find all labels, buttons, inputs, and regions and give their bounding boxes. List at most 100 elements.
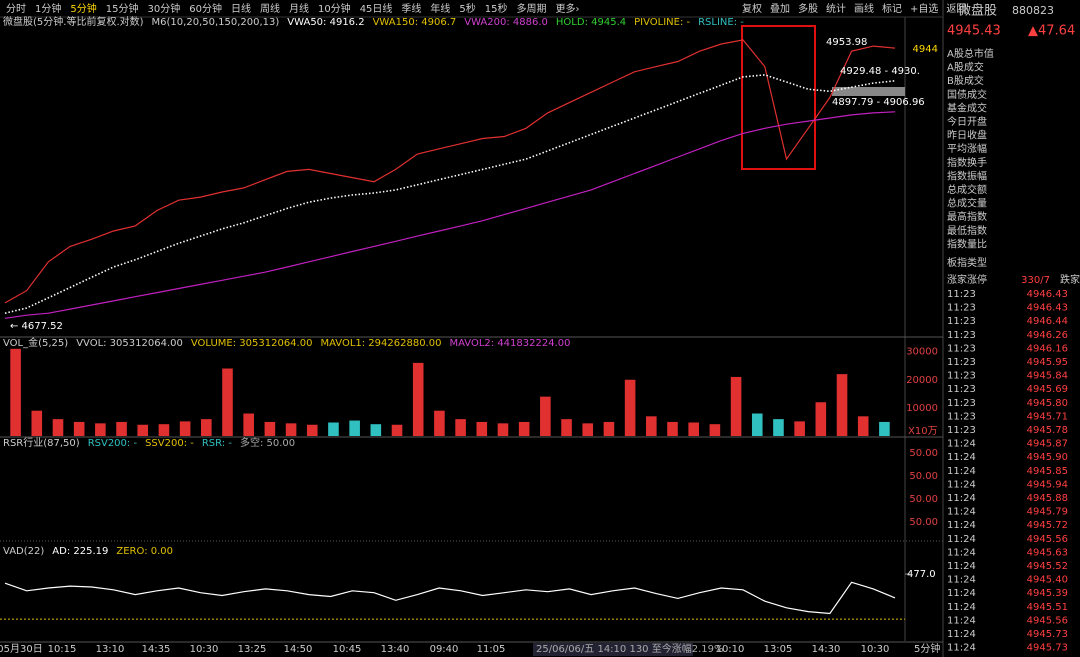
toolbar-button[interactable]: 返回	[946, 3, 966, 15]
tick-price: 4945.87	[1027, 439, 1068, 450]
volume-bar	[264, 421, 276, 436]
time-label: 14:50	[284, 644, 313, 655]
indicator-header: PIVOLINE: -	[634, 17, 690, 28]
tick-time: 11:23	[947, 425, 976, 436]
toolbar-button[interactable]: 复权	[742, 2, 762, 15]
highlight-box	[741, 25, 816, 170]
tick-price: 4945.79	[1027, 507, 1068, 518]
volume-bar	[328, 422, 339, 436]
tick-price: 4945.85	[1027, 466, 1068, 477]
tick-time: 11:23	[947, 343, 976, 354]
indicator-header: VAD(22)	[3, 546, 44, 557]
toolbar-tab[interactable]: 季线	[401, 2, 421, 15]
toolbar-tab[interactable]: 分时	[6, 3, 26, 15]
toolbar-tab[interactable]: 日线	[231, 2, 251, 15]
tick-time: 11:24	[947, 643, 976, 654]
tick-time: 11:23	[947, 357, 976, 368]
toolbar-button[interactable]: 多股	[798, 2, 818, 15]
volume-bar	[794, 421, 805, 436]
volume-bar	[243, 413, 254, 436]
field-label: 指数振幅	[947, 169, 987, 182]
indicator-header: SSV200: -	[145, 438, 194, 449]
indicator-header: RSLINE: -	[698, 17, 744, 28]
volume-bar	[455, 419, 466, 436]
time-label: 13:40	[381, 644, 410, 655]
tick-time: 11:24	[947, 439, 976, 450]
volume-bar	[434, 410, 445, 436]
toolbar-tab[interactable]: 月线	[289, 2, 309, 15]
period-label: 5分钟	[914, 642, 940, 655]
volume-bar	[646, 416, 657, 436]
field-label: A股成交	[947, 61, 984, 74]
toolbar-button[interactable]: +自选	[910, 2, 938, 15]
toolbar-button[interactable]: 标记	[882, 3, 902, 15]
tick-time: 11:24	[947, 561, 976, 572]
tick-price: 4945.56	[1027, 615, 1068, 626]
toolbar-tab[interactable]: 5分钟	[70, 2, 96, 15]
volume-bar	[222, 368, 233, 436]
tick-price: 4945.72	[1027, 520, 1068, 531]
volume-bar	[561, 419, 572, 436]
volume-bar	[391, 424, 403, 436]
price-annotation: 4929.48 - 4930.	[840, 66, 920, 77]
toolbar-tab[interactable]: 15分钟	[106, 2, 139, 15]
cursor-box	[533, 643, 693, 656]
toolbar-tab[interactable]: 10分钟	[318, 2, 351, 15]
toolbar-tab[interactable]: 30分钟	[147, 2, 180, 15]
time-label: 10:30	[861, 644, 890, 655]
tick-time: 11:24	[947, 466, 976, 477]
toolbar-tab[interactable]: 45日线	[360, 2, 393, 15]
field-label: 指数换手	[947, 156, 987, 169]
toolbar-tab[interactable]: 周线	[260, 2, 280, 15]
tick-price: 4945.94	[1027, 479, 1068, 490]
toolbar-tab[interactable]: 1分钟	[35, 2, 61, 15]
panel-change: ▲47.64	[1028, 24, 1075, 39]
tick-time: 11:24	[947, 575, 976, 586]
tick-time: 11:23	[947, 398, 976, 409]
volume-bar	[497, 423, 509, 436]
volume-bar	[201, 419, 212, 436]
toolbar-tab[interactable]: 15秒	[485, 2, 508, 15]
y-tick-label: 50.00	[909, 448, 938, 459]
tick-time: 11:23	[947, 316, 976, 327]
toolbar-tab[interactable]: 年线	[430, 2, 450, 15]
indicator-header: VOLUME: 305312064.00	[191, 338, 313, 349]
volume-bar	[751, 413, 763, 436]
toolbar-button[interactable]: 统计	[826, 2, 846, 15]
tick-time: 11:24	[947, 629, 976, 640]
tick-price: 4945.90	[1027, 452, 1068, 463]
toolbar-tab[interactable]: 5秒	[459, 2, 475, 15]
price-annotation: ← 4677.52	[10, 321, 63, 332]
toolbar-button[interactable]: 画线	[854, 2, 874, 15]
indicator-header: VVOL: 305312064.00	[76, 338, 183, 349]
volume-bar	[836, 374, 848, 436]
toolbar-button[interactable]: 叠加	[770, 3, 790, 15]
field-value: 330/7	[1021, 275, 1050, 286]
volume-bar	[52, 419, 64, 436]
tick-price: 4945.84	[1027, 371, 1068, 382]
toolbar-tab[interactable]: 更多›	[556, 2, 580, 15]
panel-price: 4945.43	[947, 24, 1001, 39]
indicator-header: RSV200: -	[88, 438, 138, 449]
indicator-header: RSR行业(87,50)	[3, 436, 80, 449]
field-label: 基金成交	[947, 101, 987, 114]
field-label: 最高指数	[947, 210, 987, 223]
field-label: 昨日收盘	[947, 129, 987, 142]
field-label: A股总市值	[947, 47, 994, 60]
indicator-header: MAVOL2: 441832224.00	[449, 338, 570, 349]
tick-time: 11:24	[947, 520, 976, 531]
indicator-header: ZERO: 0.00	[116, 546, 173, 557]
time-label: 14:30	[812, 644, 841, 655]
volume-bar	[540, 396, 551, 436]
tick-price: 4945.52	[1027, 561, 1068, 572]
y-tick-label: 50.00	[909, 494, 938, 505]
volume-bar	[709, 424, 721, 436]
time-label: 10:15	[48, 644, 77, 655]
tick-time: 11:24	[947, 479, 976, 490]
series-line	[4, 39, 896, 304]
toolbar-tab[interactable]: 60分钟	[189, 2, 222, 15]
tick-price: 4945.69	[1027, 384, 1068, 395]
toolbar-tab[interactable]: 多周期	[517, 2, 547, 15]
